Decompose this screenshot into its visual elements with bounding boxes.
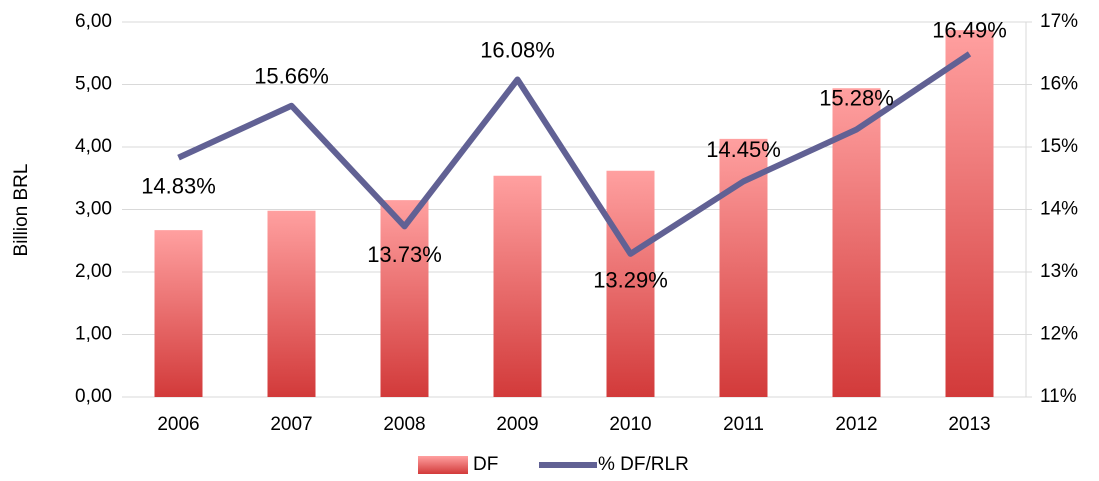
- x-tick-label: 2012: [835, 414, 877, 435]
- y-tick-label: 6,00: [75, 11, 112, 32]
- x-tick-label: 2008: [383, 414, 425, 435]
- y2-tick-label: 14%: [1040, 199, 1078, 220]
- data-label: 13.29%: [593, 268, 668, 293]
- x-tick-label: 2010: [609, 414, 651, 435]
- y2-tick-label: 12%: [1040, 324, 1078, 345]
- y2-tick-label: 17%: [1040, 11, 1078, 32]
- bar: [154, 230, 203, 397]
- y2-tick-label: 15%: [1040, 136, 1078, 157]
- y2-tick-label: 13%: [1040, 261, 1078, 282]
- legend-swatch: [418, 456, 468, 474]
- y2-tick-label: 11%: [1040, 386, 1077, 407]
- legend-label: % DF/RLR: [598, 454, 689, 475]
- y-axis-label: Billion BRL: [11, 164, 32, 257]
- bar: [945, 30, 994, 397]
- y-tick-label: 1,00: [75, 324, 112, 345]
- bar: [267, 210, 316, 397]
- line: [177, 51, 972, 257]
- y-tick-label: 5,00: [75, 74, 112, 95]
- x-tick-label: 2011: [723, 414, 764, 435]
- bar: [380, 200, 429, 397]
- x-tick-label: 2009: [496, 414, 538, 435]
- bar: [606, 170, 655, 397]
- y2-tick-label: 16%: [1040, 74, 1078, 95]
- data-label: 15.66%: [254, 64, 329, 89]
- x-tick-label: 2007: [270, 414, 312, 435]
- x-tick-label: 2013: [948, 414, 990, 435]
- bar: [493, 175, 542, 397]
- y-tick-label: 0,00: [75, 386, 112, 407]
- data-label: 16.49%: [932, 18, 1007, 43]
- data-label: 14.45%: [706, 137, 781, 162]
- x-tick-label: 2006: [157, 414, 199, 435]
- y-tick-label: 2,00: [75, 261, 112, 282]
- legend-label: DF: [473, 454, 498, 475]
- data-label: 14.83%: [141, 173, 216, 198]
- y-tick-label: 4,00: [75, 136, 112, 157]
- y-tick-label: 3,00: [75, 199, 112, 220]
- data-label: 13.73%: [367, 242, 442, 267]
- bar: [719, 138, 768, 397]
- data-label: 15.28%: [819, 85, 894, 110]
- data-label: 16.08%: [480, 37, 555, 62]
